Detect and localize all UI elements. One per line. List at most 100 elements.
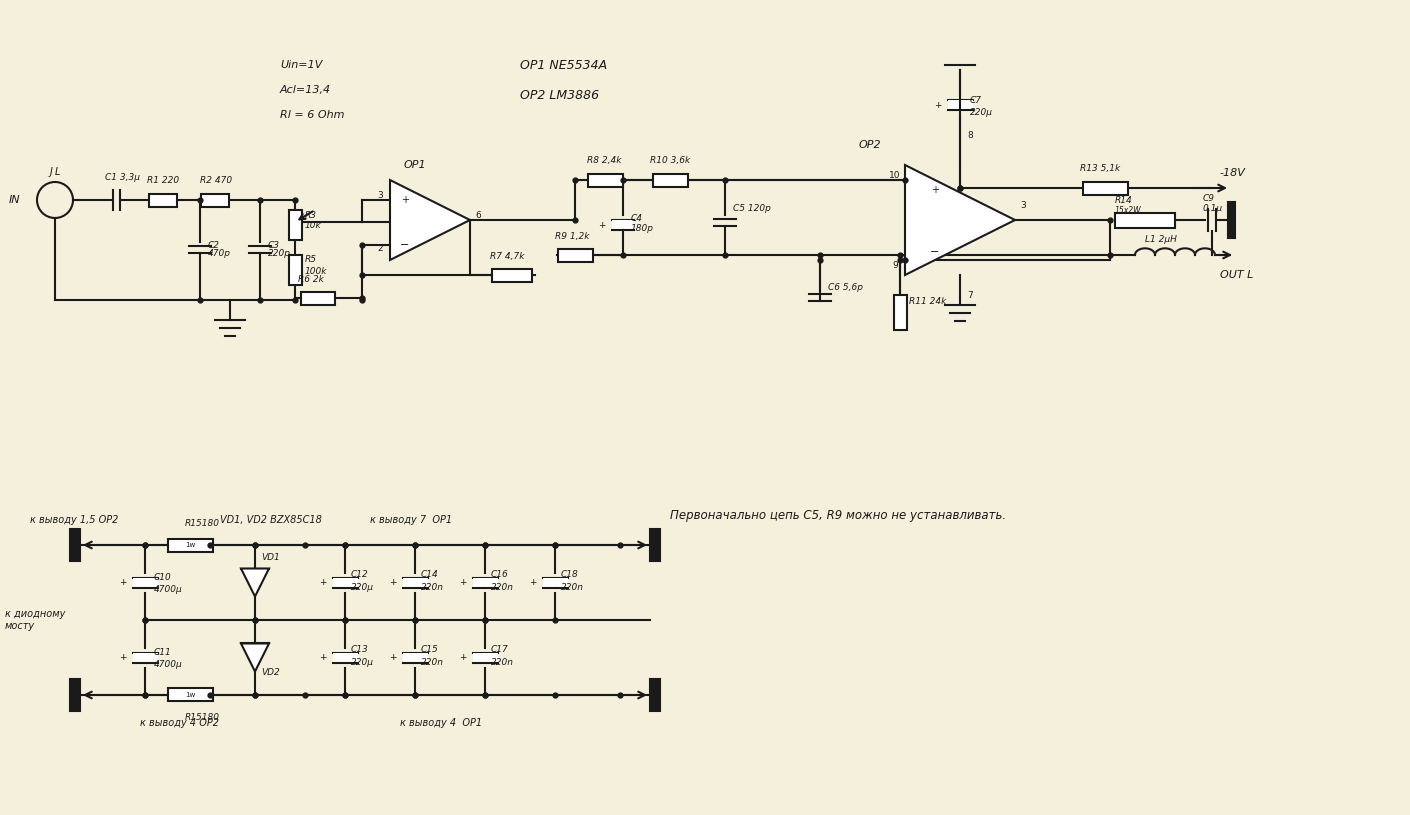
Text: R15180: R15180 [185, 518, 220, 527]
Text: R3: R3 [305, 210, 317, 219]
Bar [133, 578, 158, 588]
Text: 220n: 220n [422, 583, 444, 592]
Text: −: − [931, 247, 939, 257]
Text: C6 5,6p: C6 5,6p [828, 284, 863, 293]
Bar [133, 653, 158, 663]
Bar [300, 292, 336, 305]
Text: R1 220: R1 220 [147, 175, 179, 184]
Text: 1w: 1w [185, 542, 195, 548]
Bar [612, 220, 634, 230]
Text: +: + [931, 185, 939, 195]
Bar [402, 578, 427, 588]
Bar [402, 653, 427, 663]
Text: 15x2W: 15x2W [1115, 205, 1142, 214]
Text: +: + [400, 195, 409, 205]
Text: C18: C18 [561, 570, 578, 579]
Text: 6: 6 [475, 210, 481, 219]
Bar [149, 193, 178, 206]
Text: 220n: 220n [422, 658, 444, 667]
Text: к выводу 7  OP1: к выводу 7 OP1 [369, 515, 453, 525]
Bar [588, 174, 622, 187]
Bar [650, 529, 660, 561]
Text: C5 120p: C5 120p [733, 204, 771, 213]
Text: 0,1μ: 0,1μ [1203, 204, 1222, 213]
Text: C16: C16 [491, 570, 509, 579]
Text: −: − [400, 240, 410, 250]
Text: R14: R14 [1115, 196, 1132, 205]
Text: IN: IN [10, 195, 21, 205]
Bar [1228, 202, 1235, 238]
Text: OP1: OP1 [403, 160, 426, 170]
Text: R7 4,7k: R7 4,7k [491, 253, 525, 262]
Bar [1115, 213, 1175, 227]
Text: +: + [529, 578, 536, 587]
Text: R15180: R15180 [185, 712, 220, 721]
Bar [1083, 182, 1128, 195]
Bar [168, 689, 213, 702]
Bar [472, 653, 498, 663]
Text: VD1, VD2 BZX85C18: VD1, VD2 BZX85C18 [220, 515, 321, 525]
Text: C17: C17 [491, 645, 509, 654]
Text: 220μ: 220μ [351, 583, 374, 592]
Text: +: + [389, 653, 396, 662]
Polygon shape [391, 180, 470, 260]
Bar [70, 529, 80, 561]
Bar [289, 210, 302, 240]
Text: C10: C10 [154, 573, 172, 582]
Text: 8: 8 [967, 130, 973, 139]
Text: +: + [389, 578, 396, 587]
Text: 220μ: 220μ [970, 108, 993, 117]
Bar [289, 255, 302, 285]
Text: 4700μ: 4700μ [154, 660, 183, 669]
Text: 220n: 220n [491, 658, 515, 667]
Text: +: + [118, 653, 127, 662]
Polygon shape [241, 569, 269, 597]
Text: C14: C14 [422, 570, 439, 579]
Bar [472, 578, 498, 588]
Bar [70, 679, 80, 711]
Bar [333, 653, 358, 663]
Text: C2: C2 [209, 240, 220, 249]
Bar [894, 294, 907, 329]
Text: R8 2,4k: R8 2,4k [587, 156, 622, 165]
Polygon shape [905, 165, 1015, 275]
Text: OP2: OP2 [859, 140, 881, 150]
Text: VD2: VD2 [261, 668, 279, 677]
Text: OP1 NE5534A: OP1 NE5534A [520, 59, 608, 72]
Text: +: + [458, 578, 467, 587]
Text: +: + [319, 578, 326, 587]
Text: C3: C3 [268, 240, 281, 249]
Text: OUT L: OUT L [1220, 270, 1253, 280]
Text: 2: 2 [378, 244, 382, 253]
Text: R5: R5 [305, 255, 317, 265]
Text: 100k: 100k [305, 267, 327, 276]
Text: 220n: 220n [561, 583, 584, 592]
Text: Acl=13,4: Acl=13,4 [281, 85, 331, 95]
Text: 10: 10 [890, 170, 901, 179]
Text: Первоначально цепь С5, R9 можно не устанавливать.: Первоначально цепь С5, R9 можно не устан… [670, 509, 1007, 522]
Text: 470p: 470p [209, 249, 231, 258]
Text: L1 2μH: L1 2μH [1145, 236, 1177, 244]
Text: C13: C13 [351, 645, 369, 654]
Bar [948, 100, 973, 110]
Text: J L: J L [49, 167, 61, 177]
Text: C12: C12 [351, 570, 369, 579]
Bar [333, 578, 358, 588]
Text: -18V: -18V [1220, 168, 1246, 178]
Text: R11 24k: R11 24k [909, 297, 946, 306]
Text: +: + [319, 653, 326, 662]
Text: C1 3,3μ: C1 3,3μ [104, 173, 140, 182]
Text: к выводу 1,5 OP2: к выводу 1,5 OP2 [30, 515, 118, 525]
Text: +: + [933, 100, 942, 109]
Text: 4700μ: 4700μ [154, 585, 183, 594]
Text: 3: 3 [1019, 200, 1025, 209]
Text: R2 470: R2 470 [200, 175, 233, 184]
Text: +: + [598, 221, 606, 230]
Bar [653, 174, 688, 187]
Text: R6 2k: R6 2k [298, 275, 324, 284]
Text: C7: C7 [970, 95, 981, 104]
Text: R9 1,2k: R9 1,2k [556, 232, 589, 241]
Text: C11: C11 [154, 648, 172, 657]
Bar [202, 193, 228, 206]
Text: 7: 7 [967, 290, 973, 299]
